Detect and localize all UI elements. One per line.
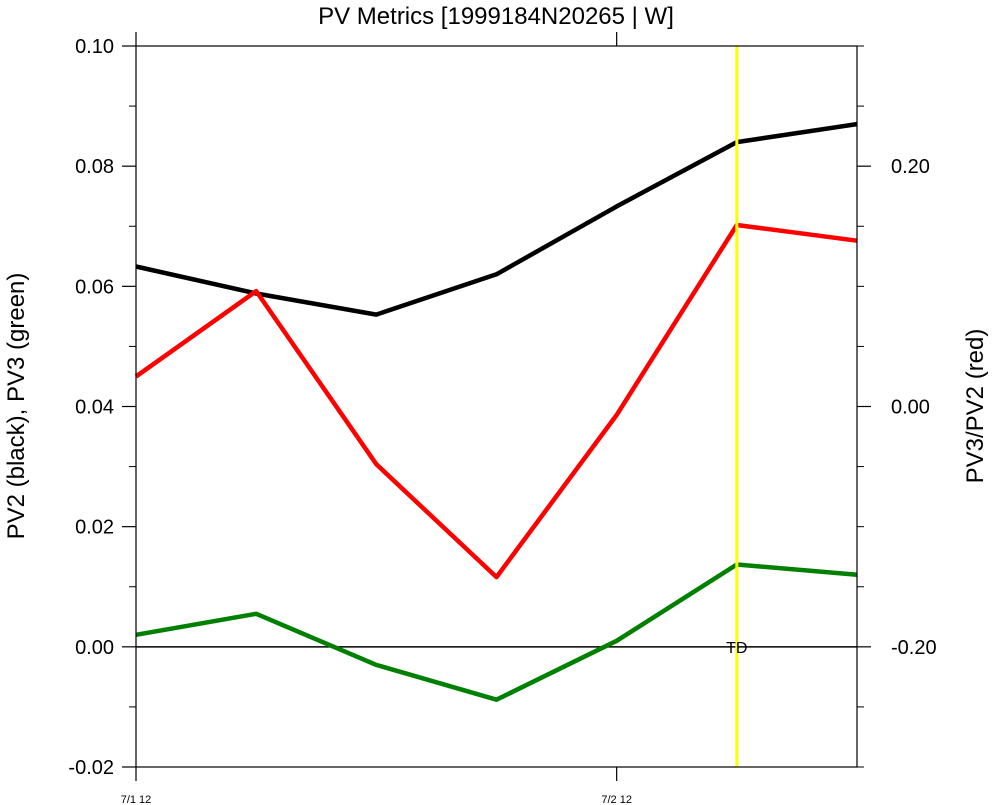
ticks-layer: -0.02 0.00 0.02 0.04 0.06 0.08 0.10 -0.20 0.00 0.…	[68, 32, 937, 805]
chart-title: PV Metrics [1999184N20265 | W]	[318, 3, 674, 30]
x-tick-label: 7/2 12	[601, 794, 632, 805]
y-left-tick-label: 0.08	[75, 156, 114, 178]
y-right-tick-label: 0.00	[891, 397, 930, 419]
y-left-tick-label: 0.06	[75, 276, 114, 298]
series-line-2	[135, 562, 858, 702]
series-line-3	[134, 222, 858, 580]
series-line-1	[135, 121, 858, 317]
marker-layer: TD	[726, 46, 747, 767]
plot-frame	[135, 45, 858, 768]
y-left-tick-label: 0.02	[75, 517, 114, 539]
y-left-tick-label: 0.00	[75, 637, 114, 659]
y-axis-label-left: PV2 (black), PV3 (green)	[3, 273, 30, 540]
series-layer	[134, 121, 858, 702]
y-left-tick-label: 0.04	[75, 397, 114, 419]
y-left-tick-label: -0.02	[68, 757, 114, 779]
x-tick-label: 7/1 12	[121, 794, 152, 805]
y-right-tick-label: 0.20	[891, 156, 930, 178]
y-axis-label-right: PV3/PV2 (red)	[962, 329, 989, 484]
y-right-tick-label: -0.20	[891, 637, 937, 659]
y-left-tick-label: 0.10	[75, 36, 114, 58]
marker-label: TD	[726, 640, 747, 657]
